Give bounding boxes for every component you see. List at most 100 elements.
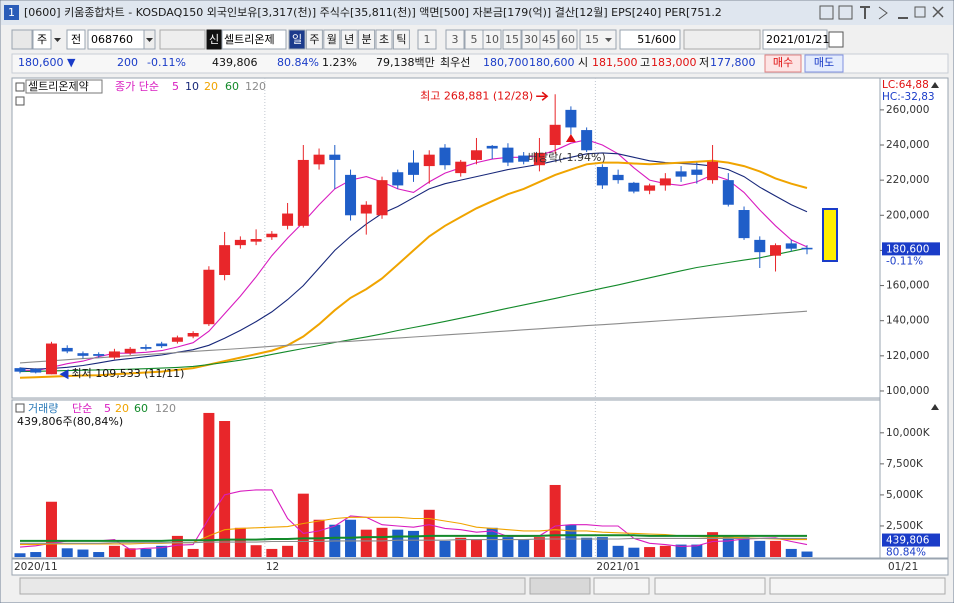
volume-bar — [61, 548, 73, 557]
unit-button[interactable]: 주 — [309, 33, 319, 46]
volume-bar — [108, 545, 120, 557]
control-box[interactable] — [482, 29, 502, 50]
interval-button[interactable]: 45 — [542, 33, 556, 46]
unit-button[interactable]: 일 — [292, 32, 302, 46]
last-date-label: 01/21 — [888, 561, 918, 573]
pin-button[interactable] — [860, 6, 870, 19]
control-box[interactable] — [804, 54, 844, 73]
control-box[interactable] — [323, 29, 341, 50]
legend-entry: 5 — [172, 80, 179, 93]
control-box[interactable] — [445, 29, 465, 50]
panel-icon[interactable] — [15, 403, 25, 413]
unit-button[interactable]: 년 — [344, 33, 354, 46]
unit-button[interactable]: 틱 — [396, 33, 406, 46]
interval-button[interactable]: 30 — [524, 33, 538, 46]
control-box[interactable] — [340, 29, 358, 50]
control-box[interactable] — [558, 29, 578, 50]
interval-select[interactable]: 15 — [585, 33, 599, 46]
control-box — [11, 29, 33, 50]
legend-entry: 5 — [104, 402, 111, 415]
interval-button[interactable]: 5 — [471, 33, 478, 46]
volume-bar — [612, 545, 624, 557]
name-field: 셀트리온제 — [224, 33, 275, 46]
control-box[interactable] — [579, 29, 617, 50]
next-candle-box — [822, 208, 838, 262]
scroll-thumb[interactable] — [529, 577, 591, 595]
interval-button[interactable]: 60 — [561, 33, 575, 46]
quote-ask: 180,700 — [483, 56, 529, 69]
window-buttons[interactable] — [819, 5, 944, 20]
volume-bar — [77, 549, 89, 557]
candle-body — [518, 155, 530, 162]
volume-bar — [754, 540, 766, 557]
playback-buttons[interactable] — [593, 577, 650, 595]
candle-body — [801, 247, 813, 250]
control-box[interactable] — [392, 29, 410, 50]
control-box — [11, 53, 949, 74]
candle-body — [502, 147, 514, 163]
title-bar — [1, 1, 953, 25]
control-box[interactable] — [159, 29, 206, 50]
interval-button[interactable]: 1 — [424, 33, 431, 46]
date-field[interactable]: 2021/01/21 — [766, 33, 829, 46]
buy-button[interactable]: 매수 — [773, 56, 793, 69]
volume-bar — [439, 540, 451, 557]
unit-button[interactable]: 월 — [327, 33, 337, 46]
moving-average — [19, 310, 808, 364]
control-box[interactable] — [66, 29, 86, 50]
candle-body — [360, 204, 372, 214]
quote-amount: 79,138백만 — [376, 56, 435, 69]
candle-body — [376, 180, 388, 216]
y-tick-label: 140,000 — [886, 315, 929, 327]
interval-button[interactable]: 3 — [452, 33, 459, 46]
legend-entry: 60 — [225, 80, 239, 93]
control-box[interactable] — [683, 29, 761, 50]
legend-entry: 120 — [155, 402, 176, 415]
sell-button[interactable]: 매도 — [814, 56, 834, 69]
control-box[interactable] — [417, 29, 437, 50]
current-price-label: 180,600 — [886, 243, 929, 255]
panel-icon[interactable] — [15, 96, 25, 106]
control-box[interactable] — [221, 29, 287, 50]
control-box[interactable] — [764, 54, 802, 73]
volume-bar — [14, 553, 26, 557]
control-box[interactable] — [828, 31, 844, 48]
window-title: [0600] 키움종합차트 - KOSDAQ150 외국인보유[3,317(천)… — [24, 5, 722, 19]
unit-button[interactable]: 초 — [379, 33, 389, 46]
maximize-button[interactable] — [914, 6, 926, 18]
control-box[interactable] — [502, 29, 522, 50]
interval-button[interactable]: 15 — [505, 33, 519, 46]
candle-body — [45, 343, 57, 375]
scrollbar[interactable] — [19, 577, 946, 595]
panel-icon[interactable] — [15, 82, 25, 92]
current-volume-ratio: 80.84% — [886, 547, 926, 559]
button[interactable] — [878, 6, 888, 20]
value-axis-panel — [879, 77, 949, 559]
button[interactable] — [838, 5, 853, 20]
interval-button[interactable]: 10 — [485, 33, 499, 46]
volume-bar — [203, 412, 215, 557]
control-box[interactable] — [539, 29, 559, 50]
volume-bar — [596, 537, 608, 557]
button[interactable] — [819, 5, 834, 20]
zoom-slider[interactable] — [654, 577, 766, 595]
candle-body — [612, 174, 624, 181]
view-buttons[interactable] — [769, 577, 946, 595]
control-box[interactable] — [32, 29, 52, 50]
legend-entry: 60 — [134, 402, 148, 415]
control-box[interactable] — [288, 29, 306, 50]
scroll-track[interactable] — [19, 577, 526, 595]
code-input[interactable]: 068760 — [91, 33, 133, 46]
prev-button[interactable]: 전 — [71, 33, 81, 46]
quote-change: 200 — [117, 56, 138, 69]
control-box[interactable] — [358, 29, 376, 50]
control-box — [206, 29, 222, 50]
unit-button[interactable]: 분 — [362, 33, 372, 46]
legend-label: 단순 — [72, 402, 92, 415]
control-box[interactable] — [375, 29, 393, 50]
control-box[interactable] — [762, 29, 828, 50]
close-button[interactable] — [932, 6, 944, 18]
low-arrow — [59, 369, 69, 380]
candle-body — [659, 178, 671, 186]
control-box[interactable] — [305, 29, 323, 50]
